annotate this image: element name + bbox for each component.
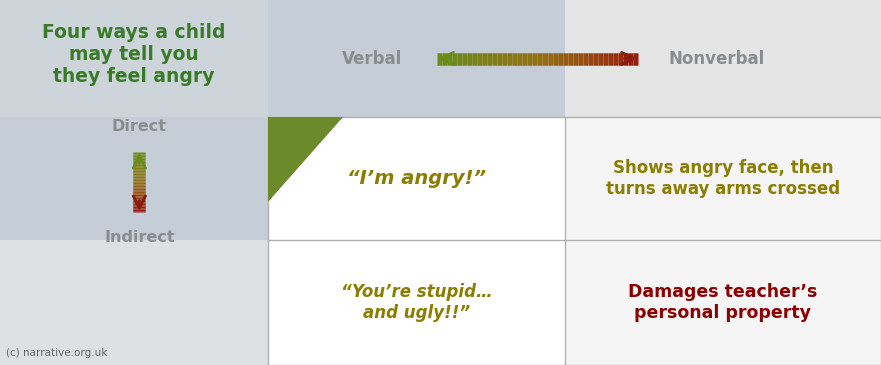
Bar [565,117,881,240]
Text: (c) narrative.org.uk: (c) narrative.org.uk [6,348,107,358]
Text: “You’re stupid…
and ugly!!”: “You’re stupid… and ugly!!” [341,283,492,322]
Bar [268,240,565,365]
Text: Indirect: Indirect [104,230,174,245]
Bar [268,0,565,117]
Text: Verbal: Verbal [342,50,402,68]
Bar [0,240,268,365]
Text: Nonverbal: Nonverbal [669,50,765,68]
Text: Shows angry face, then
turns away arms crossed: Shows angry face, then turns away arms c… [606,159,840,198]
Text: “I’m angry!”: “I’m angry!” [347,169,486,188]
Text: Four ways a child
may tell you
they feel angry: Four ways a child may tell you they feel… [42,23,226,86]
Bar [565,0,881,117]
Bar [268,117,565,240]
Bar [0,117,268,240]
Bar [0,0,268,117]
Text: Damages teacher’s
personal property: Damages teacher’s personal property [628,283,818,322]
Bar [565,240,881,365]
Text: Direct: Direct [112,119,167,134]
Polygon shape [268,117,343,202]
